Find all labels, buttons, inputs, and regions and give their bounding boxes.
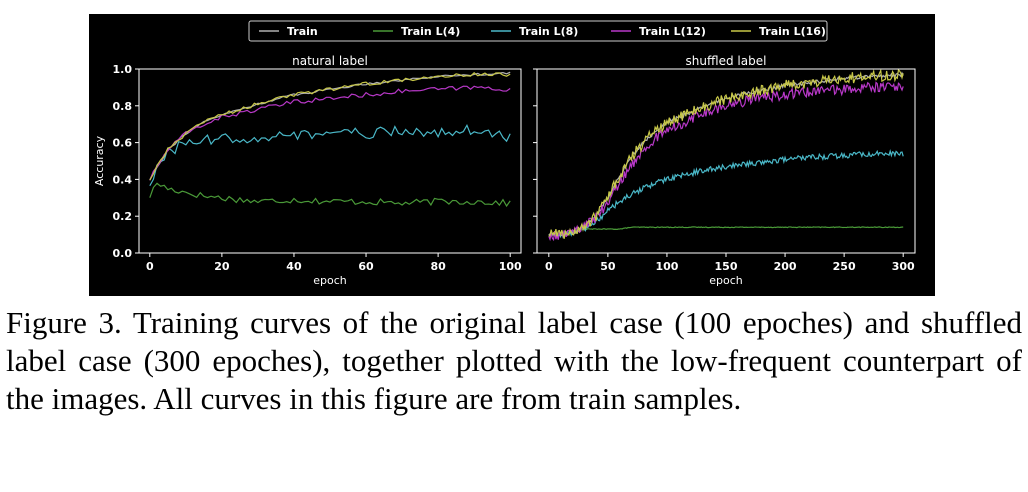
x-tick-label-0-3: 60	[358, 260, 374, 273]
chart-title-1: shuffled label	[686, 54, 767, 68]
x-tick-label-1-5: 250	[833, 260, 856, 273]
y-tick-label-1: 0.2	[113, 210, 133, 223]
legend-label-2: Train L(8)	[519, 25, 578, 38]
x-tick-label-1-4: 200	[774, 260, 797, 273]
series-line-1-3	[549, 82, 903, 239]
y-tick-label-0: 0.0	[113, 247, 133, 260]
series-line-1-1	[549, 151, 903, 237]
x-tick-label-1-2: 100	[655, 260, 678, 273]
chart-title-0: natural label	[292, 54, 368, 68]
chart-panel-0: natural label 0.0 0.2 0.4 0.6 0.8 1.0 0 20 40 60 80…	[93, 54, 522, 287]
y-tick-label-3: 0.6	[113, 137, 133, 150]
x-axis-label-0: epoch	[313, 274, 347, 287]
figure-chart: Train Train L(4) Train L(8) Train L(12) Trai…	[89, 14, 935, 296]
figure-caption: Figure 3. Training curves of the origina…	[6, 304, 1022, 418]
x-tick-label-0-1: 20	[214, 260, 230, 273]
y-axis-label-0: Accuracy	[93, 135, 106, 186]
x-tick-label-0-5: 100	[499, 260, 522, 273]
x-axis-label-1: epoch	[709, 274, 743, 287]
x-tick-label-0-0: 0	[146, 260, 154, 273]
x-tick-label-0-2: 40	[286, 260, 302, 273]
chart-panel-1: shuffled label 0 50 100 150 200 250 300 epoch	[533, 54, 915, 287]
figure-panel: Train Train L(4) Train L(8) Train L(12) Trai…	[89, 14, 935, 296]
plot-frame-0	[139, 69, 521, 253]
legend-label-0: Train	[287, 25, 318, 38]
series-line-0-1	[150, 125, 510, 185]
y-tick-label-5: 1.0	[113, 63, 133, 76]
series-line-1-0	[549, 227, 903, 235]
series-line-0-0	[150, 183, 510, 206]
y-tick-label-4: 0.8	[113, 100, 133, 113]
y-tick-label-2: 0.4	[113, 173, 133, 186]
legend-label-1: Train L(4)	[401, 25, 460, 38]
x-tick-label-0-4: 80	[430, 260, 446, 273]
legend-label-3: Train L(12)	[639, 25, 706, 38]
legend-label-4: Train L(16)	[759, 25, 826, 38]
x-tick-label-1-3: 150	[715, 260, 738, 273]
x-tick-label-1-6: 300	[892, 260, 915, 273]
x-tick-label-1-0: 0	[545, 260, 553, 273]
x-tick-label-1-1: 50	[600, 260, 616, 273]
